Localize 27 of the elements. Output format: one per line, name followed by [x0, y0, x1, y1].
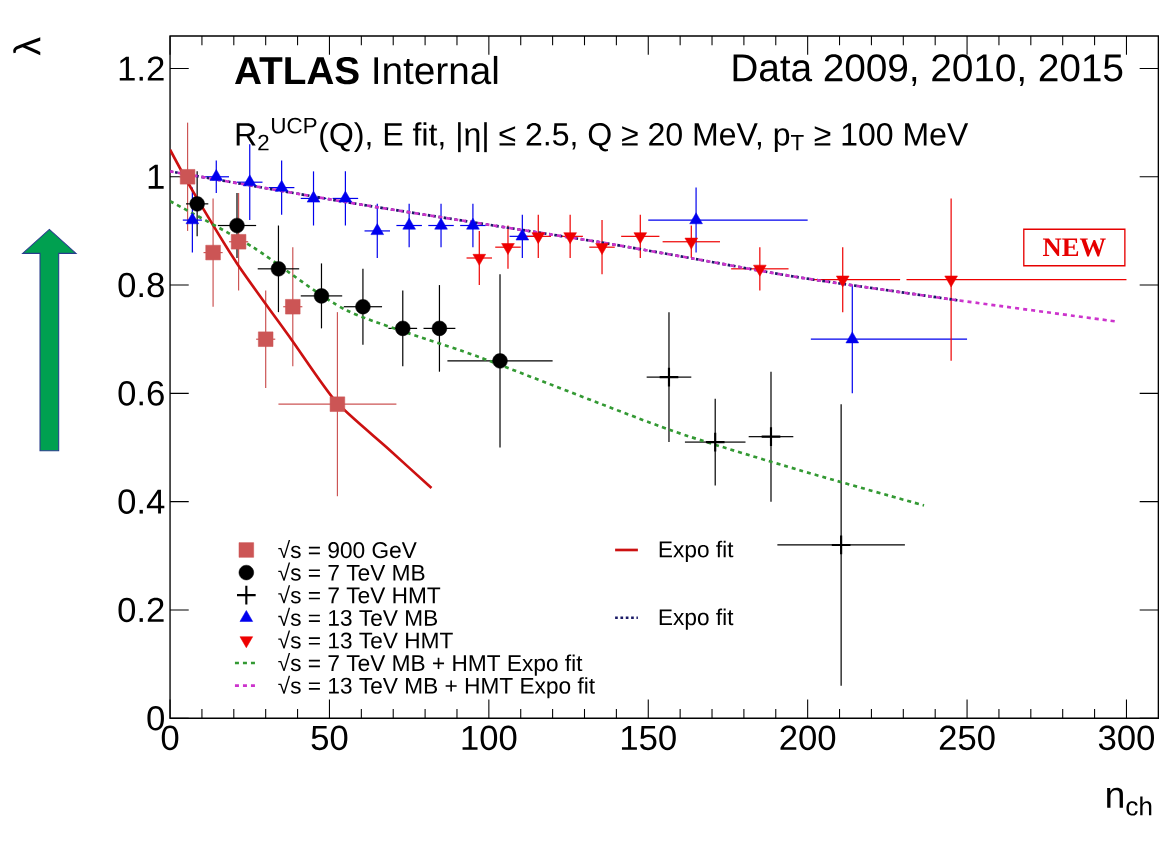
- chart-title: ATLAS Internal: [235, 55, 498, 85]
- legend-label: √s = 13 TeV MB + HMT Expo fit: [278, 675, 595, 699]
- legend-label: Expo fit: [659, 608, 734, 630]
- x-tick-label: 50: [311, 725, 348, 751]
- y-tick-label: 0.8: [118, 272, 164, 298]
- y-tick-label: 0.6: [118, 380, 164, 406]
- y-tick-label: 0.4: [118, 489, 165, 514]
- x-tick-label: 200: [780, 725, 836, 751]
- x-tick-label: 300: [1098, 725, 1155, 751]
- x-tick-label: 150: [621, 725, 676, 751]
- x-tick-label: 100: [462, 725, 517, 751]
- legend-label: √s = 7 TeV HMT: [278, 585, 441, 604]
- x-axis-title: n$_{ch}$: [1107, 787, 1152, 816]
- legend-label: √s = 900 GeV: [278, 539, 417, 559]
- legend-label: √s = 13 TeV MB: [278, 607, 438, 626]
- y-tick-label: 1.2: [119, 56, 164, 81]
- annotation: R$_{2}$$^{UCP}$(Q), E fit, |η| ≤ 2.5, Q ≥ 20 MeV, p$_{T}$ ≥ 100 MeV: [236, 117, 969, 153]
- annotation: NEW: [1042, 238, 1106, 257]
- annotation: Data 2009, 2010, 2015: [733, 54, 1123, 86]
- legend-label: √s = 7 TeV MB + HMT Expo fit: [278, 652, 583, 676]
- legend-label: √s = 13 TeV HMT: [278, 630, 453, 649]
- y-tick-label: 1: [148, 164, 164, 189]
- y-axis-title: λ: [13, 37, 41, 56]
- legend-label: √s = 7 TeV MB: [278, 562, 425, 581]
- y-tick-label: 0.2: [118, 597, 164, 623]
- x-tick-label: 250: [939, 725, 995, 751]
- legend-label: Expo fit: [659, 540, 734, 562]
